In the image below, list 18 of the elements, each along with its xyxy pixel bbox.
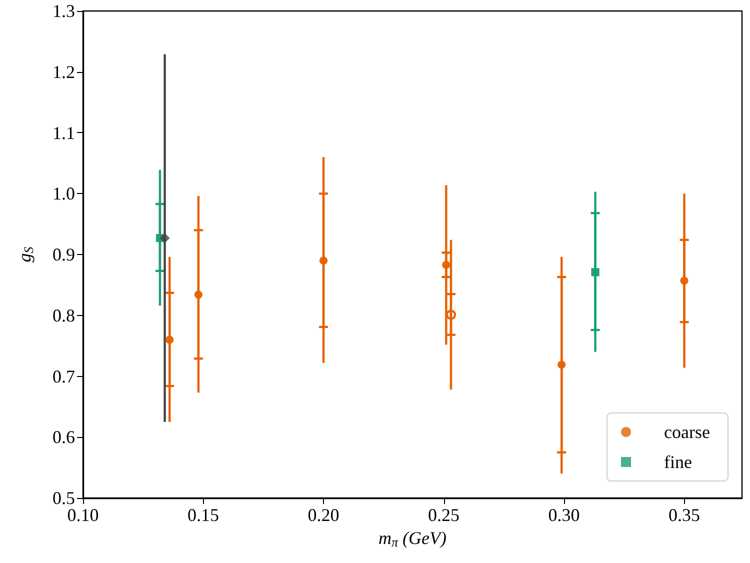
y-tick-label: 1.0 [52,184,75,204]
y-tick-label: 0.5 [52,488,75,508]
y-tick-label: 0.8 [52,305,75,326]
legend-label: coarse [664,422,710,442]
x-tick-label: 0.10 [67,505,99,525]
y-tick-label: 0.7 [52,366,75,386]
x-tick-label: 0.25 [428,505,460,525]
x-tick-label: 0.35 [668,505,700,525]
y-tick-label: 1.1 [52,122,75,143]
legend-label: fine [664,452,692,472]
y-tick-label: 0.6 [52,427,75,448]
x-tick-label: 0.30 [548,505,580,525]
y-tick-label: 0.9 [52,244,75,264]
y-tick-label: 1.2 [52,62,75,82]
y-axis-title: gS [14,246,36,262]
x-tick-label: 0.20 [308,505,340,525]
x-tick-label: 0.15 [188,505,220,525]
y-tick-label: 1.3 [52,1,75,21]
